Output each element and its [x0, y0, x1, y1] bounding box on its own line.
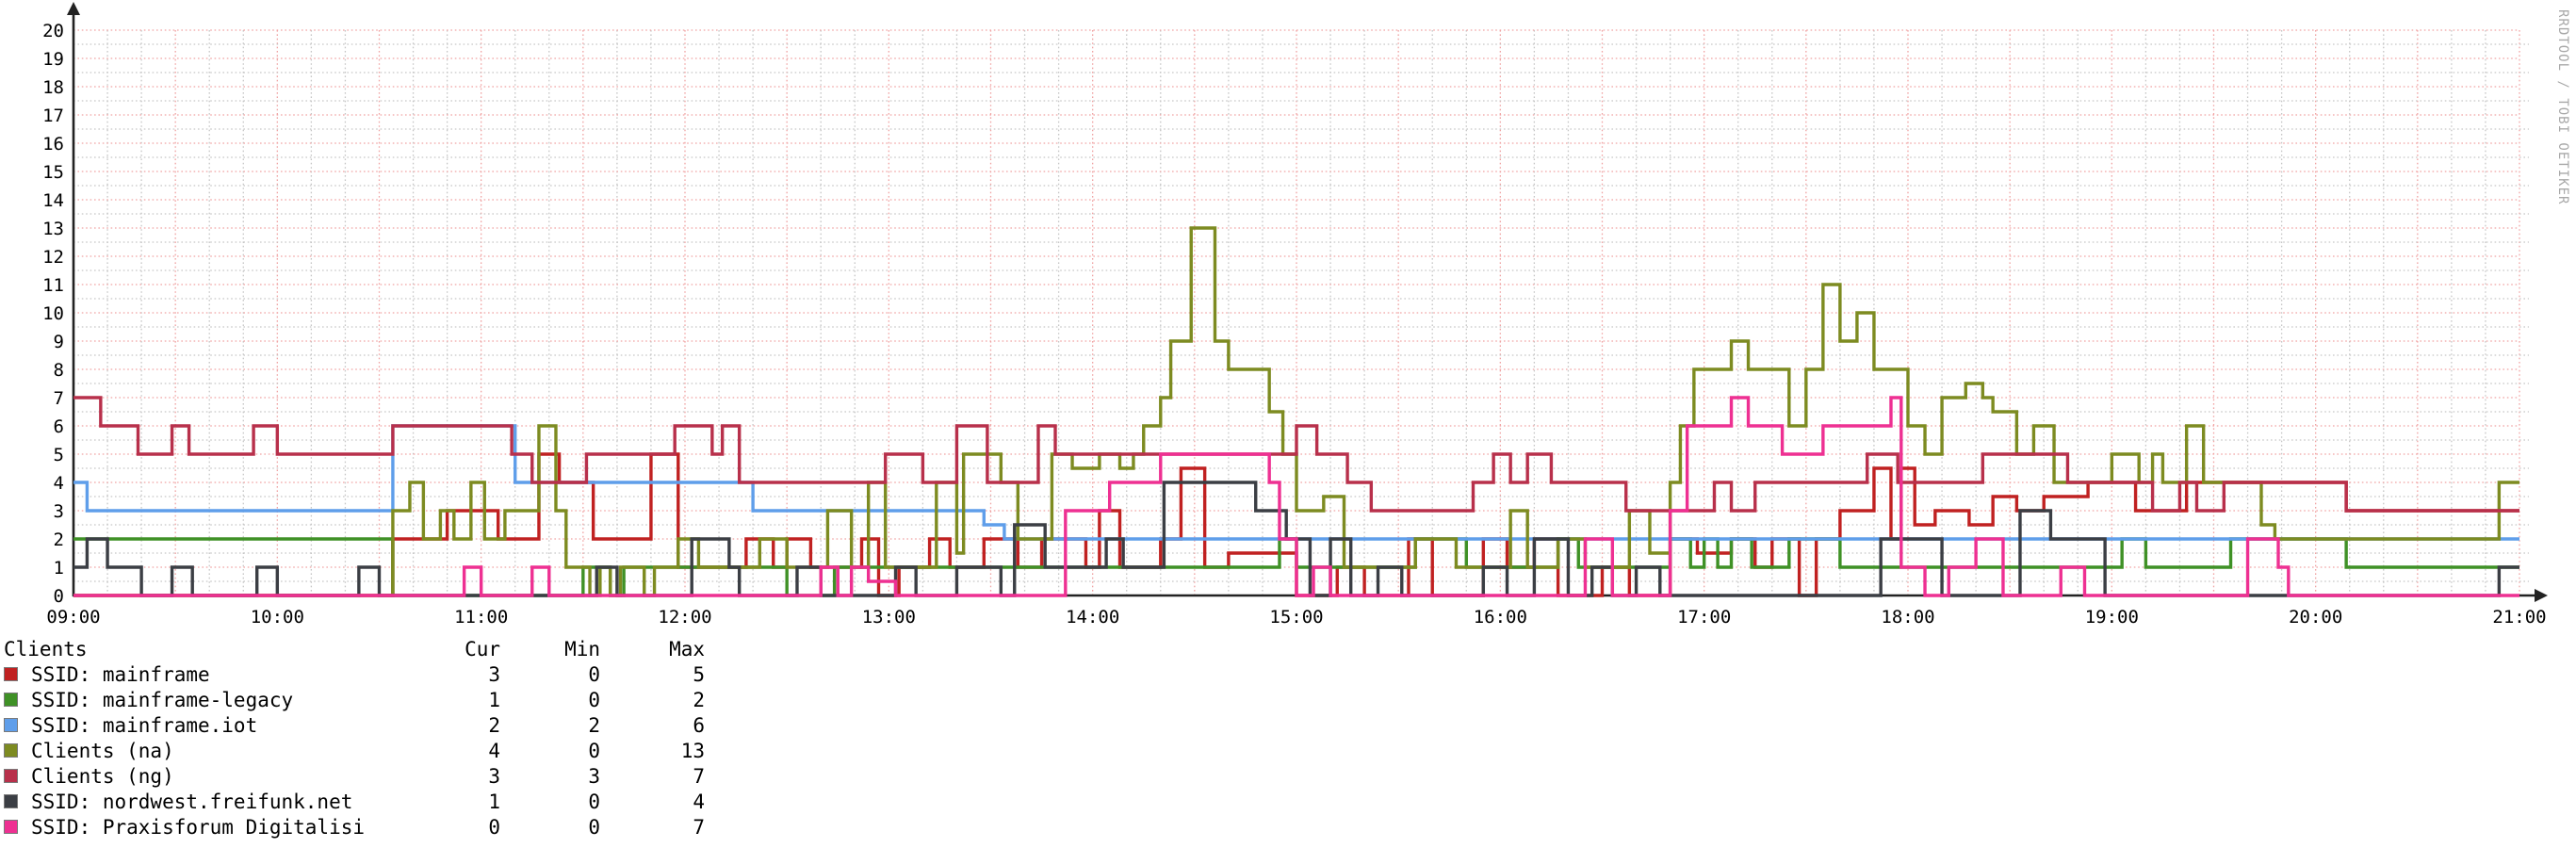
- legend-row: Clients (na) 4 0 13: [0, 739, 848, 764]
- rrdtool-watermark: RRDTOOL / TOBI OETIKER: [2555, 9, 2570, 205]
- y-tick-label: 4: [54, 473, 64, 494]
- y-tick-label: 13: [42, 219, 64, 239]
- legend-value-max: 7: [693, 765, 705, 788]
- legend-swatch: [4, 743, 18, 758]
- legend-value-min: 3: [588, 765, 600, 788]
- legend-table: Clients Cur Min Max SSID: mainframe 3 0 5 SS…: [0, 637, 848, 840]
- series-line-ssid-mainframe: [73, 452, 2519, 597]
- legend-row: SSID: mainframe 3 0 5: [0, 662, 848, 688]
- y-tick-label: 7: [54, 388, 64, 409]
- legend-value-max: 5: [693, 663, 705, 686]
- legend-swatch: [4, 693, 18, 707]
- y-tick-label: 5: [54, 445, 64, 465]
- legend-value-max: 2: [693, 689, 705, 711]
- y-tick-label: 2: [54, 530, 64, 550]
- x-tick-label: 17:00: [1677, 607, 1731, 628]
- y-tick-label: 16: [42, 134, 64, 155]
- legend-value-min: 0: [588, 791, 600, 813]
- legend-value-max: 4: [693, 791, 705, 813]
- legend-series-label: Clients (ng): [31, 765, 174, 788]
- y-tick-label: 3: [54, 501, 64, 522]
- legend-value-cur: 4: [488, 740, 500, 762]
- x-tick-label: 10:00: [251, 607, 304, 628]
- legend-row: Clients (ng) 3 3 7: [0, 764, 848, 790]
- y-tick-label: 17: [42, 106, 64, 126]
- y-tick-label: 14: [42, 190, 64, 211]
- x-tick-label: 20:00: [2289, 607, 2342, 628]
- legend-series-label: SSID: mainframe-legacy: [31, 689, 294, 711]
- x-tick-label: 09:00: [46, 607, 100, 628]
- y-tick-label: 10: [42, 303, 64, 324]
- legend-row: SSID: Praxisforum Digitalisi 0 0 7: [0, 815, 848, 840]
- x-tick-label: 14:00: [1066, 607, 1119, 628]
- legend-row: SSID: mainframe.iot 2 2 6: [0, 713, 848, 739]
- y-axis-arrow: [67, 2, 80, 15]
- y-tick-label: 20: [42, 21, 64, 41]
- legend-value-min: 0: [588, 740, 600, 762]
- series-line-clients-ng-: [73, 396, 2519, 513]
- y-tick-label: 6: [54, 416, 64, 437]
- legend-value-cur: 1: [488, 791, 500, 813]
- legend-value-max: 13: [680, 740, 705, 762]
- y-tick-label: 0: [54, 586, 64, 607]
- x-tick-label: 15:00: [1269, 607, 1323, 628]
- legend-value-cur: 1: [488, 689, 500, 711]
- legend-value-min: 2: [588, 714, 600, 737]
- x-tick-label: 16:00: [1474, 607, 1527, 628]
- y-tick-label: 9: [54, 332, 64, 352]
- legend-series-label: SSID: nordwest.freifunk.net: [31, 791, 353, 813]
- legend-title: Clients: [4, 638, 88, 660]
- y-tick-label: 18: [42, 77, 64, 98]
- legend-value-cur: 0: [488, 816, 500, 839]
- x-tick-label: 18:00: [1881, 607, 1934, 628]
- series-line-ssid-praxisforum-digitalisi: [73, 396, 2519, 597]
- legend-col-min: Min: [564, 638, 600, 660]
- legend-row: SSID: nordwest.freifunk.net 1 0 4: [0, 790, 848, 815]
- legend-swatch: [4, 667, 18, 681]
- y-tick-label: 15: [42, 162, 64, 183]
- legend-series-label: SSID: mainframe.iot: [31, 714, 258, 737]
- legend-value-min: 0: [588, 689, 600, 711]
- x-tick-label: 21:00: [2492, 607, 2546, 628]
- series-line-ssid-mainframe-iot: [73, 424, 2519, 541]
- y-tick-label: 8: [54, 360, 64, 381]
- legend-value-cur: 2: [488, 714, 500, 737]
- legend-swatch: [4, 794, 18, 808]
- legend-value-max: 6: [693, 714, 705, 737]
- legend-row: SSID: mainframe-legacy 1 0 2: [0, 688, 848, 713]
- x-axis-arrow: [2535, 589, 2548, 602]
- y-tick-label: 1: [54, 558, 64, 579]
- series-line-ssid-nordwest-freifunk-net: [73, 481, 2519, 597]
- legend-series-label: Clients (na): [31, 740, 174, 762]
- legend-col-cur: Cur: [465, 638, 500, 660]
- x-tick-label: 19:00: [2085, 607, 2139, 628]
- x-tick-label: 11:00: [454, 607, 508, 628]
- series-line-clients-na-: [73, 226, 2519, 597]
- legend-series-label: SSID: mainframe: [31, 663, 210, 686]
- legend-value-cur: 3: [488, 663, 500, 686]
- y-tick-label: 19: [42, 49, 64, 70]
- legend-series-label: SSID: Praxisforum Digitalisi: [31, 816, 366, 839]
- legend-header: Clients Cur Min Max: [0, 637, 848, 662]
- legend-value-min: 0: [588, 816, 600, 839]
- legend-col-max: Max: [669, 638, 705, 660]
- x-tick-label: 12:00: [658, 607, 711, 628]
- legend-value-max: 7: [693, 816, 705, 839]
- legend-swatch: [4, 718, 18, 732]
- x-tick-label: 13:00: [862, 607, 916, 628]
- legend-value-min: 0: [588, 663, 600, 686]
- y-tick-label: 11: [42, 275, 64, 296]
- y-tick-label: 12: [42, 247, 64, 268]
- legend-swatch: [4, 820, 18, 834]
- legend-swatch: [4, 769, 18, 783]
- legend-value-cur: 3: [488, 765, 500, 788]
